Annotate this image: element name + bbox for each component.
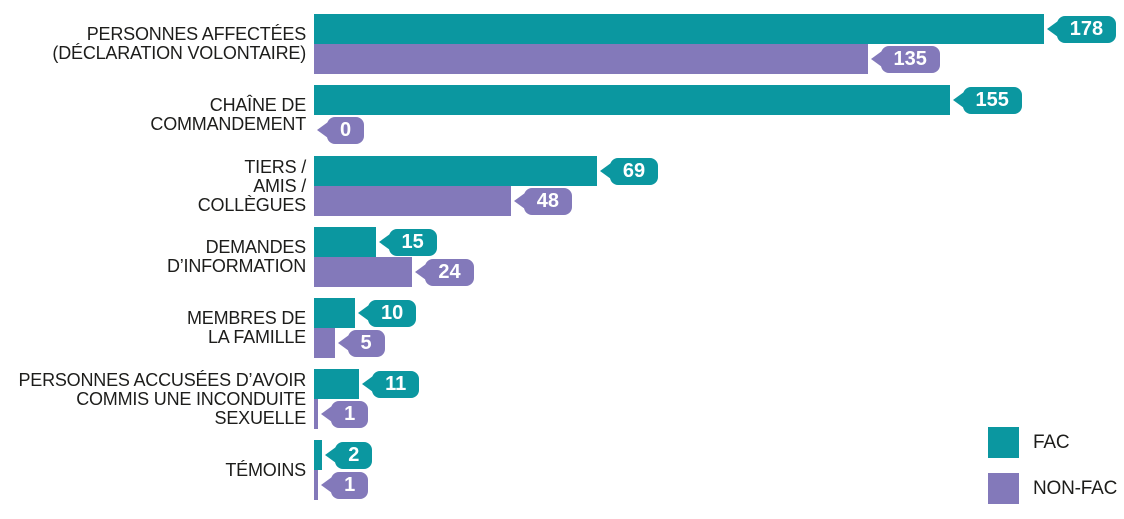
value-label-fac: 15 — [401, 230, 424, 253]
value-label-fac: 11 — [385, 372, 407, 395]
value-tag-fac: 15 — [388, 228, 437, 256]
legend-item-fac: FAC — [988, 427, 1117, 458]
value-label-fac: 10 — [381, 301, 404, 324]
non-fac-color-swatch — [988, 473, 1019, 504]
chart-row: TIERS / AMIS / COLLÈGUES 69 48 — [0, 156, 1124, 216]
value-label-non-fac: 0 — [340, 118, 352, 141]
legend-item-non-fac: NON-FAC — [988, 473, 1117, 504]
value-label-non-fac: 48 — [536, 189, 560, 212]
fac-color-swatch — [988, 427, 1019, 458]
chart-rows: PERSONNES AFFECTÉES (DÉCLARATION VOLONTA… — [0, 14, 1124, 500]
value-tag-fac: 2 — [335, 441, 373, 469]
category-label: PERSONNES ACCUSÉES D’AVOIR COMMIS UNE IN… — [18, 369, 306, 428]
value-tag-non-fac: 135 — [880, 45, 940, 73]
bar-non-fac — [314, 328, 335, 358]
value-tag-non-fac: 0 — [327, 116, 365, 144]
value-tag-fac: 10 — [368, 299, 417, 327]
category-bars: 11 1 — [314, 369, 1124, 429]
value-label-non-fac: 24 — [438, 260, 461, 283]
category-bars: 69 48 — [314, 156, 1124, 216]
chart-row: PERSONNES ACCUSÉES D’AVOIR COMMIS UNE IN… — [0, 369, 1124, 429]
value-label-fac: 2 — [348, 443, 360, 466]
category-bars: 2 1 — [314, 440, 1124, 500]
value-tag-non-fac: 1 — [331, 471, 369, 499]
bar-fac — [314, 156, 597, 186]
bar-fac — [314, 440, 323, 470]
value-label-fac: 155 — [975, 88, 1009, 111]
chart-row: MEMBRES DE LA FAMILLE 10 5 — [0, 298, 1124, 358]
chart-row: TÉMOINS 2 1 — [0, 440, 1124, 500]
category-label: DEMANDES D’INFORMATION — [166, 237, 306, 276]
value-label-non-fac: 1 — [344, 473, 356, 496]
bar-fac — [314, 14, 1044, 44]
category-label: CHAÎNE DE COMMANDEMENT — [150, 95, 306, 134]
legend-label-fac: FAC — [1033, 431, 1070, 453]
legend-label-non-fac: NON-FAC — [1033, 477, 1118, 499]
value-tag-fac: 178 — [1056, 15, 1117, 43]
category-bars: 178 135 — [314, 14, 1124, 74]
value-tag-non-fac: 5 — [347, 329, 385, 357]
chart-row: CHAÎNE DE COMMANDEMENT 155 0 — [0, 85, 1124, 145]
category-label: TÉMOINS — [225, 459, 306, 480]
value-tag-fac: 11 — [372, 370, 420, 398]
value-tag-non-fac: 1 — [331, 400, 369, 428]
value-label-non-fac: 1 — [344, 402, 356, 425]
value-tag-fac: 69 — [609, 157, 659, 185]
value-label-non-fac: 5 — [360, 331, 372, 354]
bar-fac — [314, 227, 376, 257]
bar-fac — [314, 85, 950, 115]
chart-row: PERSONNES AFFECTÉES (DÉCLARATION VOLONTA… — [0, 14, 1124, 74]
chart-row: DEMANDES D’INFORMATION 15 24 — [0, 227, 1124, 287]
bar-non-fac — [314, 44, 868, 74]
bar-non-fac — [314, 186, 511, 216]
bar-non-fac — [314, 399, 319, 429]
category-bars: 155 0 — [314, 85, 1124, 145]
category-bars: 10 5 — [314, 298, 1124, 358]
bar-non-fac — [314, 470, 319, 500]
category-bars: 15 24 — [314, 227, 1124, 287]
category-label: MEMBRES DE LA FAMILLE — [186, 308, 306, 347]
value-tag-non-fac: 24 — [425, 258, 474, 286]
category-label: TIERS / AMIS / COLLÈGUES — [197, 156, 306, 215]
category-label: PERSONNES AFFECTÉES (DÉCLARATION VOLONTA… — [52, 24, 306, 63]
bar-non-fac — [314, 257, 413, 287]
value-tag-non-fac: 48 — [523, 187, 573, 215]
bar-fac — [314, 369, 360, 399]
bar-fac — [314, 298, 355, 328]
value-tag-fac: 155 — [962, 86, 1022, 114]
value-label-fac: 69 — [622, 159, 646, 182]
value-label-non-fac: 135 — [893, 47, 927, 70]
legend: FAC NON-FAC — [988, 427, 1117, 504]
value-label-fac: 178 — [1069, 17, 1104, 40]
